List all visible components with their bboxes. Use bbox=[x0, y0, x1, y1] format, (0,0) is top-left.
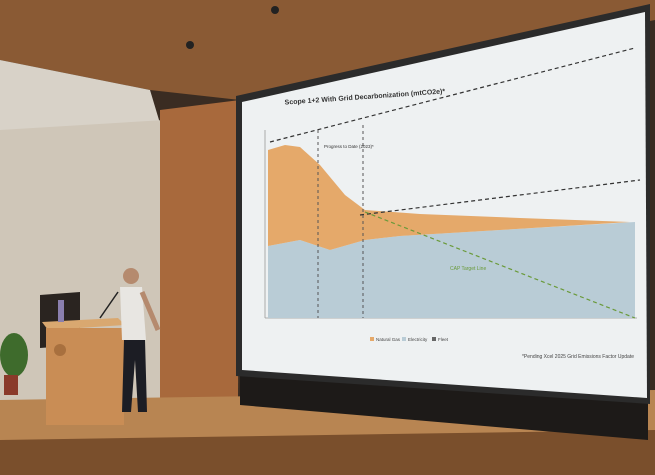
legend-swatch bbox=[402, 337, 406, 341]
annotation: Progress to Date (2023)* bbox=[324, 144, 374, 149]
electricity-area bbox=[268, 222, 635, 318]
legend-entry: Natural Gas bbox=[376, 337, 401, 342]
stage-edge bbox=[0, 430, 655, 475]
legend-entry: Electricity bbox=[408, 337, 428, 342]
ceiling-light bbox=[271, 6, 279, 14]
ceiling-soffit bbox=[0, 60, 165, 140]
curtain bbox=[240, 372, 648, 440]
microphone bbox=[99, 291, 119, 319]
speaker-head bbox=[123, 268, 139, 284]
wood-wall bbox=[160, 100, 240, 405]
legend-entry: Fleet bbox=[438, 337, 449, 342]
target-line bbox=[364, 211, 636, 319]
natural-gas-area bbox=[268, 145, 630, 250]
podium-seal bbox=[54, 344, 66, 356]
plant bbox=[0, 333, 28, 377]
bottle bbox=[58, 300, 64, 322]
ceiling-light bbox=[186, 41, 194, 49]
legend-swatch bbox=[432, 337, 436, 341]
podium bbox=[46, 328, 124, 425]
legend-swatch bbox=[370, 337, 374, 341]
dashed-line bbox=[359, 179, 641, 216]
speaker-pants bbox=[122, 340, 147, 412]
plant-pot bbox=[4, 375, 18, 395]
footnote: *Pending Xcel 2025 Grid Emissions Factor… bbox=[522, 354, 634, 360]
ceiling bbox=[0, 0, 655, 100]
speaker-shirt bbox=[120, 287, 146, 340]
annotation: CAP Target Line bbox=[450, 266, 486, 272]
speaker-arm bbox=[139, 291, 161, 331]
